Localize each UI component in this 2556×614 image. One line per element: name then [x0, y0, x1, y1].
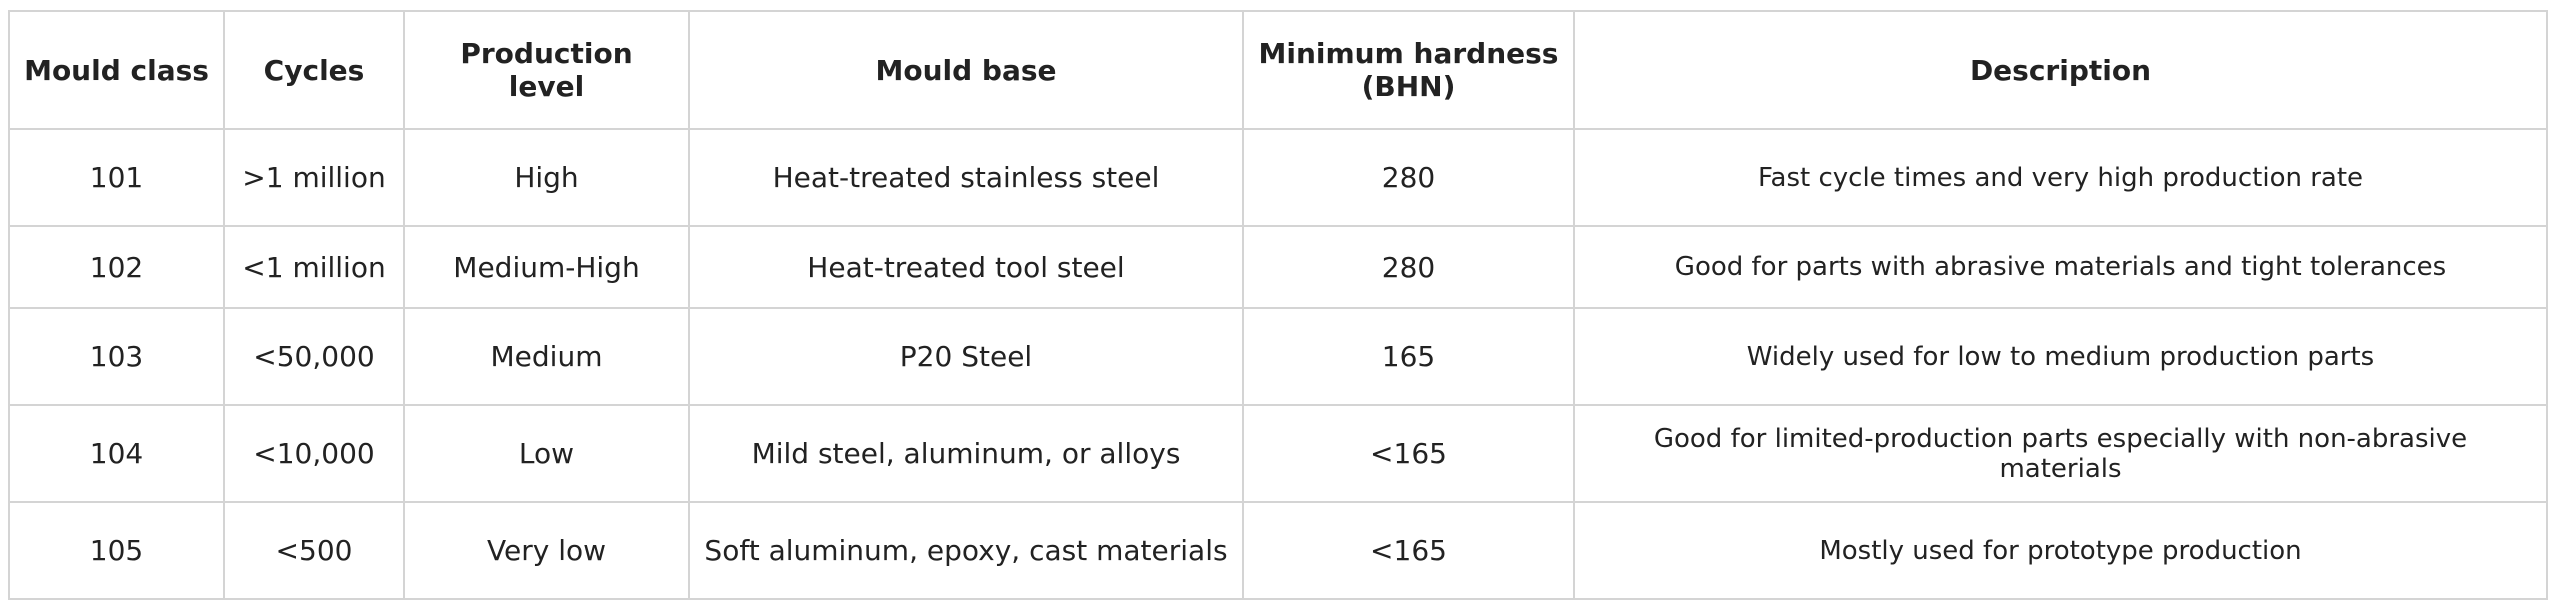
- table-row: 101 >1 million High Heat-treated stainless …: [8, 128, 2548, 227]
- table-row: 103 <50,000 Medium P20 Steel 165 Widely used …: [8, 307, 2548, 406]
- table-cell: Soft aluminum, epoxy, cast materials: [688, 501, 1244, 600]
- table-cell: <165: [1242, 501, 1575, 600]
- table-cell: 165: [1242, 307, 1575, 406]
- table-cell: <165: [1242, 404, 1575, 503]
- table-cell: P20 Steel: [688, 307, 1244, 406]
- table-cell: Heat-treated tool steel: [688, 225, 1244, 309]
- table-cell: Fast cycle times and very high productio…: [1573, 128, 2548, 227]
- table-cell: Good for parts with abrasive materials a…: [1573, 225, 2548, 309]
- table-cell: Low: [403, 404, 690, 503]
- header-cell: Mould base: [688, 10, 1244, 130]
- table-cell: High: [403, 128, 690, 227]
- table-cell: <1 million: [223, 225, 405, 309]
- data-table: Mould class Cycles Production level Mould b…: [8, 10, 2548, 600]
- table-cell: Widely used for low to medium production…: [1573, 307, 2548, 406]
- table-cell: <500: [223, 501, 405, 600]
- table-cell: Medium: [403, 307, 690, 406]
- table-cell: 102: [8, 225, 225, 309]
- table-cell: <50,000: [223, 307, 405, 406]
- header-cell: Production level: [403, 10, 690, 130]
- header-cell: Mould class: [8, 10, 225, 130]
- table-cell: 104: [8, 404, 225, 503]
- table-row: 105 <500 Very low Soft aluminum, epoxy, cas…: [8, 501, 2548, 600]
- table-cell: 280: [1242, 225, 1575, 309]
- table-cell: Very low: [403, 501, 690, 600]
- header-cell: Cycles: [223, 10, 405, 130]
- table-cell: 101: [8, 128, 225, 227]
- table-wrapper: Mould class Cycles Production level Mould b…: [8, 10, 2548, 600]
- table-row: 104 <10,000 Low Mild steel, aluminum, or al…: [8, 404, 2548, 503]
- table-cell: Medium-High: [403, 225, 690, 309]
- table-cell: 280: [1242, 128, 1575, 227]
- header-row: Mould class Cycles Production level Mould b…: [8, 10, 2548, 130]
- table-cell: Heat-treated stainless steel: [688, 128, 1244, 227]
- table-cell: >1 million: [223, 128, 405, 227]
- table-cell: 103: [8, 307, 225, 406]
- table-cell: Mild steel, aluminum, or alloys: [688, 404, 1244, 503]
- table-row: 102 <1 million Medium-High Heat-treated too…: [8, 225, 2548, 309]
- header-cell: Minimum hardness (BHN): [1242, 10, 1575, 130]
- table-cell: 105: [8, 501, 225, 600]
- table-cell: Mostly used for prototype production: [1573, 501, 2548, 600]
- table-cell: <10,000: [223, 404, 405, 503]
- header-cell: Description: [1573, 10, 2548, 130]
- table-cell: Good for limited-production parts especi…: [1573, 404, 2548, 503]
